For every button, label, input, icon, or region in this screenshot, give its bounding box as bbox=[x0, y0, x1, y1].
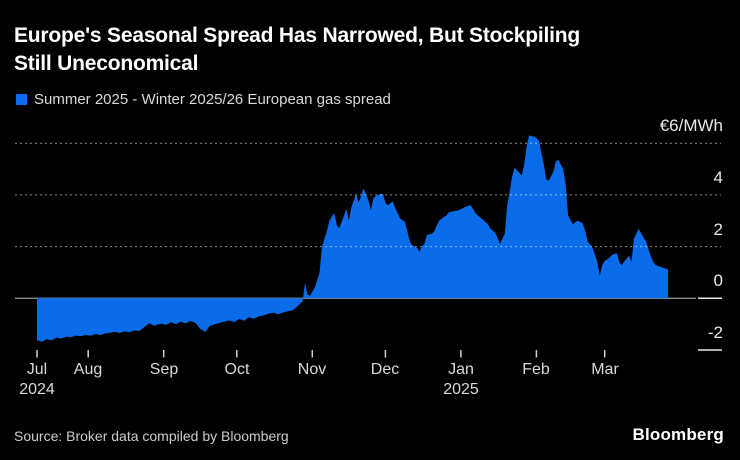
x-axis-label-feb: Feb bbox=[522, 361, 550, 378]
y-axis-label-6: €6/MWh bbox=[659, 116, 723, 135]
x-axis-label-nov: Nov bbox=[297, 361, 327, 378]
legend-swatch-icon bbox=[16, 94, 27, 105]
y-axis-label-0: 0 bbox=[713, 271, 723, 290]
chart-title: Europe's Seasonal Spread Has Narrowed, B… bbox=[14, 22, 726, 78]
x-axis-year-label-2024: 2024 bbox=[19, 381, 55, 398]
chart-title-line2: Still Uneconomical bbox=[14, 52, 199, 75]
legend: Summer 2025 - Winter 2025/26 European ga… bbox=[16, 92, 391, 107]
x-axis-label-jul: Jul bbox=[26, 361, 48, 378]
x-axis-label-oct: Oct bbox=[224, 361, 250, 378]
x-axis-label-sep: Sep bbox=[149, 361, 179, 378]
y-axis-label-4: 4 bbox=[713, 168, 723, 187]
x-axis-label-aug: Aug bbox=[73, 361, 103, 378]
x-axis-label-mar: Mar bbox=[591, 361, 619, 378]
y-axis-label-2: 2 bbox=[713, 220, 723, 239]
area-series-gas-spread bbox=[37, 135, 668, 342]
bloomberg-logo: Bloomberg bbox=[632, 425, 724, 444]
x-axis-label-jan: Jan bbox=[448, 361, 474, 378]
chart-title-line1: Europe's Seasonal Spread Has Narrowed, B… bbox=[14, 24, 581, 47]
y-axis-label--2: -2 bbox=[707, 323, 723, 342]
legend-label: Summer 2025 - Winter 2025/26 European ga… bbox=[34, 91, 391, 108]
x-axis-label-dec: Dec bbox=[370, 361, 400, 378]
source-note: Source: Broker data compiled by Bloomber… bbox=[14, 428, 289, 444]
x-axis-year-label-2025: 2025 bbox=[443, 381, 479, 398]
